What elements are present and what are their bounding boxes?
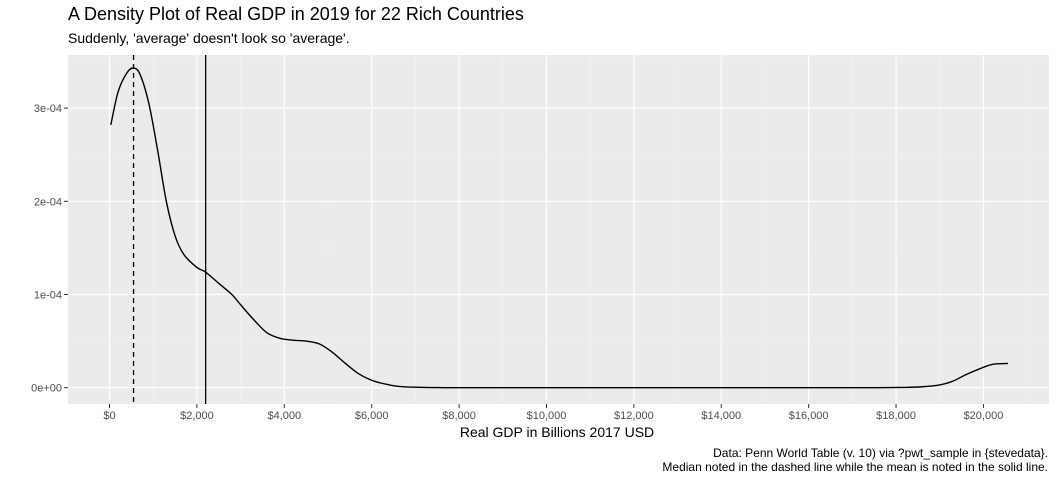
chart-title: A Density Plot of Real GDP in 2019 for 2…	[68, 4, 524, 24]
y-tick-label: 0e+00	[31, 383, 62, 395]
x-tick-label: $16,000	[789, 410, 829, 422]
x-tick-label: $6,000	[355, 410, 389, 422]
minor-grid	[68, 55, 1049, 404]
x-tick-label: $20,000	[964, 410, 1004, 422]
x-tick-label: $10,000	[527, 410, 567, 422]
x-axis-title: Real GDP in Billions 2017 USD	[460, 424, 654, 440]
y-tick-label: 2e-04	[34, 196, 62, 208]
caption-source: Data: Penn World Table (v. 10) via ?pwt_…	[713, 446, 1048, 460]
y-tick-label: 3e-04	[34, 103, 62, 115]
plot-panel	[68, 55, 1049, 404]
x-tick-label: $4,000	[267, 410, 301, 422]
x-tick-label: $2,000	[180, 410, 214, 422]
reference-lines	[132, 55, 207, 404]
x-axis: $0 $2,000 $4,000 $6,000 $8,000 $10,000 $12,000…	[103, 404, 1003, 422]
x-tick-label: $18,000	[876, 410, 916, 422]
y-axis: 0e+00 1e-04 2e-04 3e-04	[31, 103, 68, 395]
x-tick-label: $8,000	[442, 410, 476, 422]
x-tick-label: $14,000	[701, 410, 741, 422]
chart-subtitle: Suddenly, 'average' doesn't look so 'ave…	[68, 30, 350, 46]
density-curve	[110, 67, 1008, 389]
x-tick-label: $0	[103, 410, 115, 422]
y-tick-label: 1e-04	[34, 290, 62, 302]
caption-note: Median noted in the dashed line while th…	[662, 460, 1048, 474]
x-tick-label: $12,000	[614, 410, 654, 422]
